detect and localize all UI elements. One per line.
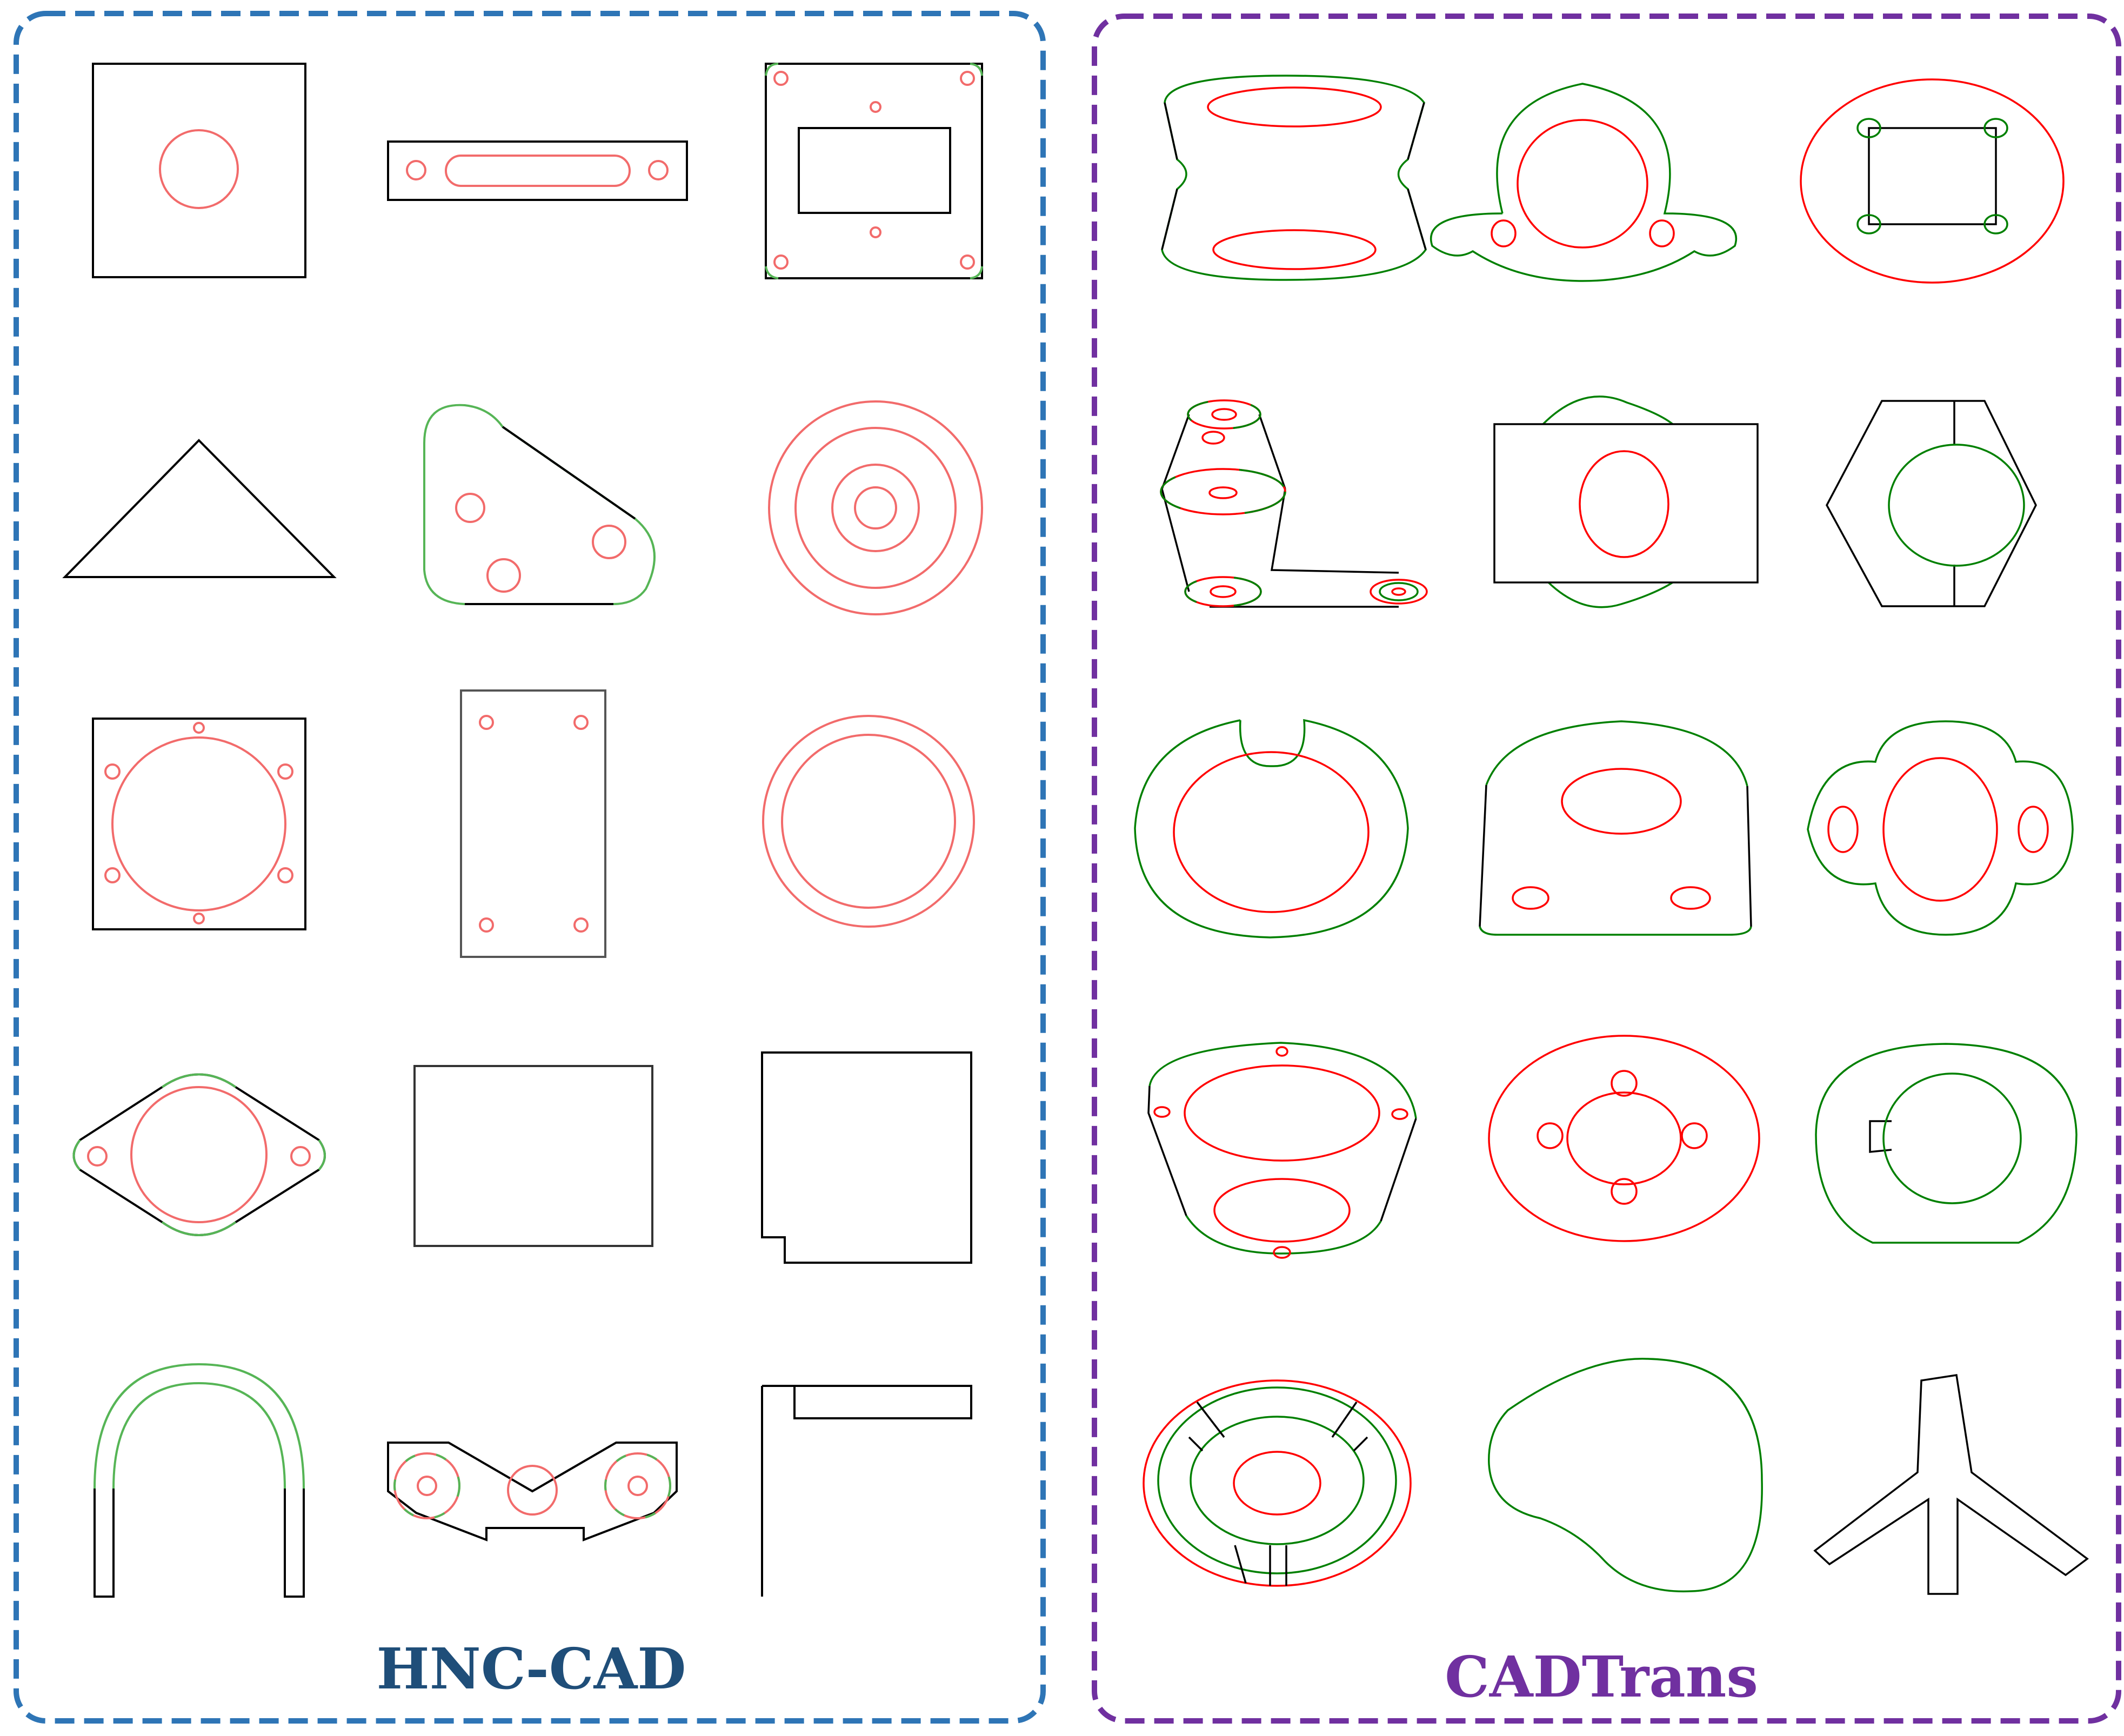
hnc-v-block [387, 1442, 678, 1541]
cadtrans-title: CADTrans [1445, 1644, 1758, 1710]
hnc-cad-panel-border [14, 11, 1046, 1724]
hnc-cad-title: HNC-CAD [377, 1636, 686, 1702]
cad-notched-ring [1134, 719, 1409, 939]
hnc-triangle [62, 439, 337, 578]
cad-tripod [1813, 1374, 2089, 1595]
hnc-concentric-rings [768, 400, 983, 615]
cad-hexagon [1826, 400, 2037, 607]
cadtrans-panel-border [1092, 14, 2121, 1724]
hnc-rounded-plate [423, 404, 656, 605]
cad-ellipse-rect [1800, 78, 2065, 284]
hnc-slotted-bar [387, 140, 688, 201]
hnc-rectangle [413, 1065, 653, 1247]
hnc-u-hook [93, 1363, 305, 1598]
hnc-l-bracket [761, 1385, 972, 1597]
hnc-diamond-flange [72, 1073, 326, 1236]
cad-bearing-plate [1147, 1042, 1417, 1259]
cad-lobed-flange [1807, 720, 2074, 936]
cad-retainer [1143, 1379, 1412, 1587]
hnc-flange-square [92, 718, 306, 930]
hnc-square-with-hole [92, 63, 306, 278]
cad-lug-ring [1430, 83, 1737, 282]
cad-kidney [1488, 1358, 1763, 1593]
cad-rect-with-circle [1493, 396, 1759, 608]
cad-dome-plate [1479, 720, 1752, 936]
cad-keyed-ring [1815, 1043, 2078, 1244]
hnc-rectangle-four-holes [460, 689, 606, 958]
hnc-notched-square [761, 1051, 972, 1264]
hnc-double-ring [762, 715, 975, 928]
cad-barrel [1161, 75, 1427, 281]
cad-ring-four-lugs [1488, 1035, 1760, 1242]
hnc-frame-plate [765, 63, 983, 279]
cad-linkage [1160, 399, 1428, 608]
